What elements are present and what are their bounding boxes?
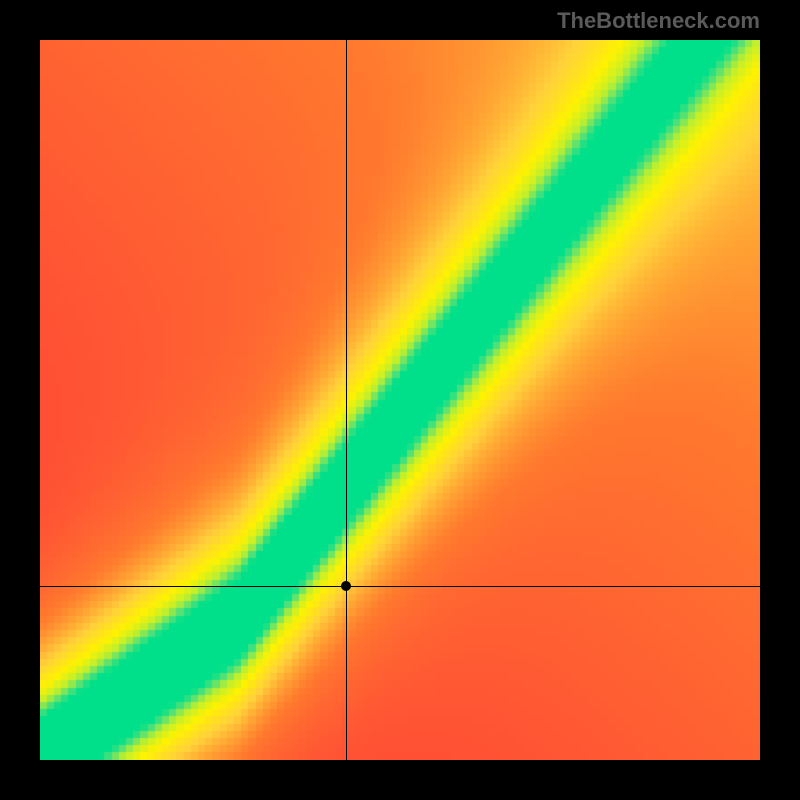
crosshair-vertical [346, 40, 347, 760]
bottleneck-heatmap [40, 40, 760, 760]
chart-container: TheBottleneck.com [0, 0, 800, 800]
crosshair-horizontal [40, 586, 760, 587]
data-point-marker [341, 581, 351, 591]
watermark-text: TheBottleneck.com [557, 8, 760, 34]
